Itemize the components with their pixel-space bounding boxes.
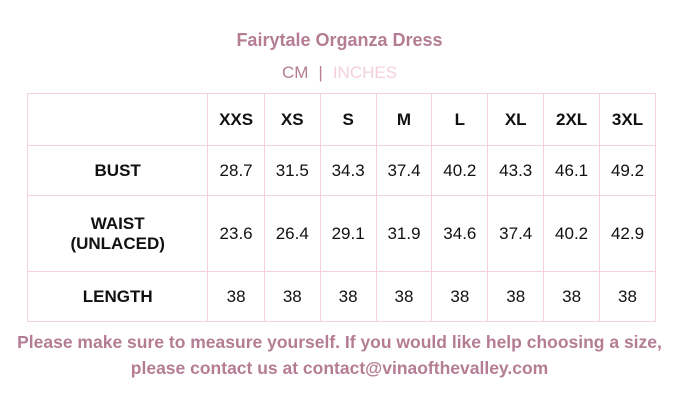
- size-chart-table: XXS XS S M L XL 2XL 3XL BUST 28.7 31.5 34.3 37.4 40.…: [26, 93, 656, 322]
- measurement-cell: 23.6: [207, 195, 265, 272]
- measurement-cell: 42.9: [599, 195, 656, 272]
- unit-toggle: CM | INCHES: [0, 63, 679, 83]
- corner-cell: [26, 93, 209, 146]
- size-header: M: [375, 93, 433, 146]
- measurement-cell: 34.6: [431, 195, 489, 272]
- table-row: BUST 28.7 31.5 34.3 37.4 40.2 43.3 46.1 49.2: [26, 145, 656, 196]
- measurement-cell: 38: [431, 271, 489, 322]
- measurement-cell: 38: [543, 271, 601, 322]
- measurement-cell: 37.4: [487, 195, 545, 272]
- measurement-cell: 38: [207, 271, 265, 322]
- measurement-cell: 38: [375, 271, 433, 322]
- row-label: LENGTH: [26, 271, 209, 322]
- size-header: 3XL: [599, 93, 656, 146]
- table-row: LENGTH 38 38 38 38 38 38 38 38: [26, 271, 656, 322]
- measurement-cell: 26.4: [263, 195, 321, 272]
- page-title: Fairytale Organza Dress: [236, 30, 443, 50]
- unit-cm-button[interactable]: CM: [281, 63, 309, 82]
- measurement-cell: 34.3: [319, 145, 377, 196]
- measurement-cell: 46.1: [543, 145, 601, 196]
- measurement-cell: 38: [599, 271, 656, 322]
- measurement-cell: 40.2: [543, 195, 601, 272]
- measurement-cell: 29.1: [319, 195, 377, 272]
- row-label-text: WAIST (UNLACED): [70, 213, 165, 253]
- measurement-cell: 38: [487, 271, 545, 322]
- unit-inches-button[interactable]: INCHES: [332, 63, 398, 82]
- unit-separator: |: [318, 63, 323, 82]
- size-header: L: [431, 93, 489, 146]
- measurement-cell: 49.2: [599, 145, 656, 196]
- measurement-cell: 38: [319, 271, 377, 322]
- row-label: BUST: [26, 145, 209, 196]
- size-header: XXS: [207, 93, 265, 146]
- row-label: WAIST (UNLACED): [26, 195, 209, 272]
- header-row: XXS XS S M L XL 2XL 3XL: [26, 93, 656, 146]
- size-header: 2XL: [543, 93, 601, 146]
- measurement-cell: 28.7: [207, 145, 265, 196]
- measurement-cell: 31.9: [375, 195, 433, 272]
- table-row: WAIST (UNLACED) 23.6 26.4 29.1 31.9 34.6 37.4 4…: [26, 195, 656, 272]
- measurement-cell: 31.5: [263, 145, 321, 196]
- size-header: XS: [263, 93, 321, 146]
- contact-note: Please make sure to measure yourself. If…: [17, 332, 662, 378]
- size-header: S: [319, 93, 377, 146]
- measurement-cell: 38: [263, 271, 321, 322]
- size-header: XL: [487, 93, 545, 146]
- measurement-cell: 37.4: [375, 145, 433, 196]
- measurement-cell: 40.2: [431, 145, 489, 196]
- measurement-cell: 43.3: [487, 145, 545, 196]
